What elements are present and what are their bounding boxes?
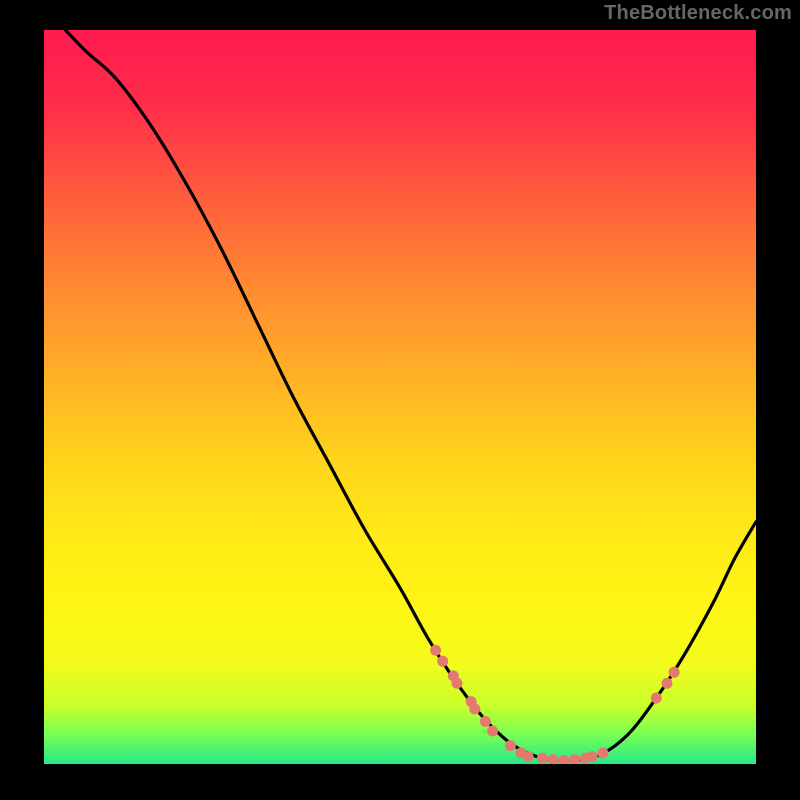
curve-marker [597,747,608,758]
curve-marker [487,725,498,736]
bottleneck-curve-chart [44,30,756,764]
curve-marker [587,751,598,762]
curve-marker [537,753,548,764]
curve-marker [662,678,673,689]
curve-marker [469,703,480,714]
curve-marker [451,678,462,689]
curve-marker [651,692,662,703]
watermark-text: TheBottleneck.com [604,2,792,25]
curve-marker [523,751,534,762]
chart-frame: TheBottleneck.com [0,0,800,800]
curve-marker [480,716,491,727]
curve-marker [437,656,448,667]
gradient-background [44,30,756,764]
curve-marker [505,740,516,751]
curve-marker [669,667,680,678]
curve-marker [430,645,441,656]
